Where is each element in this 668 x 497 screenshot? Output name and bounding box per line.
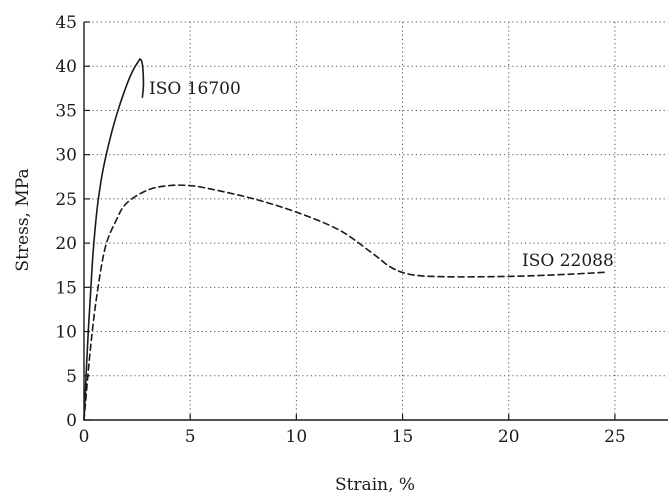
grid: [84, 21, 668, 420]
y-tick-label: 25: [55, 190, 77, 210]
series-line-iso-16700: [83, 58, 145, 421]
x-axis-title: Strain, %: [335, 475, 415, 495]
x-tick-label: 25: [604, 427, 626, 447]
y-tick-label: 10: [55, 323, 77, 343]
y-tick-label: 40: [55, 57, 77, 77]
x-tick-label: 20: [498, 427, 520, 447]
y-tick-label: 35: [55, 101, 77, 121]
axes: [83, 21, 668, 421]
y-tick-label: 45: [55, 13, 77, 33]
x-tick-label: 0: [79, 427, 90, 447]
y-tick-label: 30: [55, 146, 77, 166]
x-tick-label: 5: [185, 427, 196, 447]
series-lines: [83, 58, 606, 421]
series-line-iso-22088: [83, 184, 606, 421]
x-tick-label: 10: [286, 427, 308, 447]
y-axis-title: Stress, MPa: [13, 168, 33, 271]
tick-labels: 0 5 10 15 20 25 30 35 40 45 0 5 10 15 20 25: [55, 13, 625, 447]
series-label-iso-16700: ISO 16700: [149, 79, 241, 99]
y-tick-label: 0: [66, 411, 77, 431]
y-tick-label: 20: [55, 234, 77, 254]
series-label-iso-22088: ISO 22088: [522, 251, 614, 271]
y-tick-label: 5: [66, 367, 77, 387]
y-tick-label: 15: [55, 278, 77, 298]
x-tick-label: 15: [392, 427, 414, 447]
